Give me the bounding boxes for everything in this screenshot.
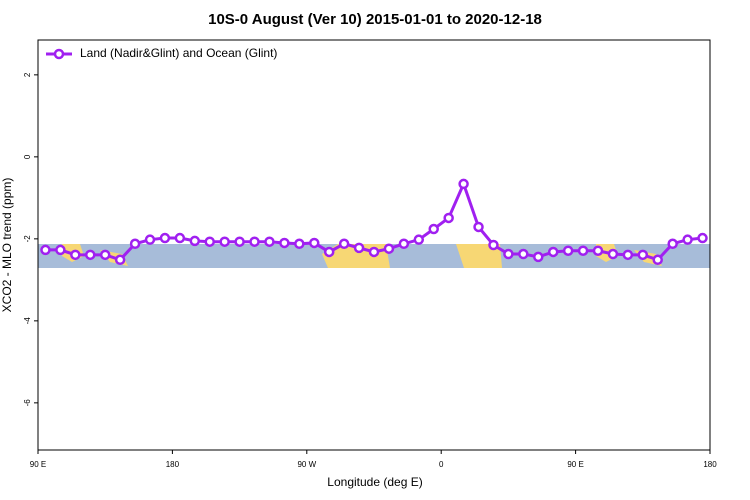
point [174,232,186,244]
land [456,244,502,268]
point [368,246,380,258]
point [577,245,589,256]
land [62,244,128,266]
point [85,249,96,261]
point [294,238,305,250]
point [428,223,439,235]
point [383,243,395,254]
point [503,248,514,260]
plot-frame [37,39,711,451]
y-tick-label: 2 [23,72,32,77]
point [70,249,81,261]
point [413,234,425,245]
point [55,244,66,256]
point [249,236,260,247]
point [264,236,275,247]
x-tick-label: 180 [166,460,180,469]
point [159,232,171,244]
point [144,234,156,245]
point [547,246,559,258]
point [189,235,201,247]
point [338,238,350,250]
point [219,236,230,247]
point [622,249,634,261]
y-tick-label: -2 [23,235,32,243]
point [398,238,410,250]
point [488,239,499,251]
point [129,238,141,250]
point [607,248,619,260]
point [279,237,290,249]
point [533,251,544,263]
point [518,248,529,260]
point [443,212,454,224]
x-tick-label: 180 [703,460,717,469]
y-tick-label: -4 [23,317,32,325]
point [99,249,111,261]
legend-marker [53,48,65,60]
point [458,178,469,190]
x-tick-label: 90 E [567,460,583,469]
point [473,221,484,233]
x-tick-label: 0 [439,460,444,469]
y-tick-label: -6 [23,399,32,407]
point [353,242,365,254]
x-axis-label: Longitude (deg E) [327,475,422,489]
y-axis-label: XCO2 - MLO trend (ppm) [0,178,14,313]
point [323,246,335,258]
point [562,245,574,256]
y-tick-label: 0 [23,154,32,159]
chart-title: 10S-0 August (Ver 10) 2015-01-01 to 2020… [208,11,542,28]
point [592,245,604,256]
point [309,237,320,249]
point [40,244,51,256]
point [697,232,708,244]
x-tick-label: 90 W [297,460,316,469]
x-tick-label: 90 E [30,460,46,469]
legend-label: Land (Nadir&Glint) and Ocean (Glint) [80,46,277,60]
point [667,238,678,250]
point [682,234,693,245]
point [204,236,215,247]
point [637,249,649,261]
point [234,236,245,247]
point [652,254,663,266]
point [114,254,126,266]
